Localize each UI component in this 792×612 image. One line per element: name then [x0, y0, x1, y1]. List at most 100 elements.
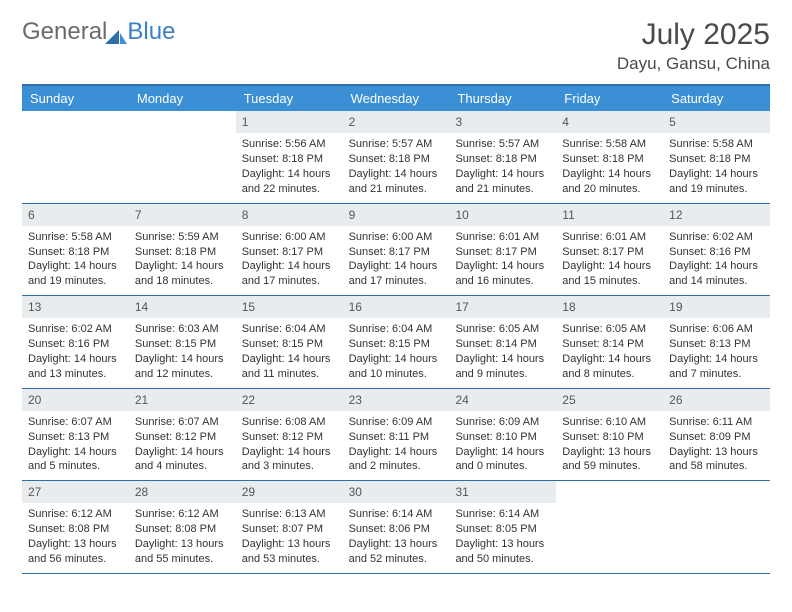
day-cell: 22Sunrise: 6:08 AMSunset: 8:12 PMDayligh…: [236, 389, 343, 481]
day-content: Sunrise: 6:12 AMSunset: 8:08 PMDaylight:…: [22, 503, 129, 572]
daylight-text: Daylight: 14 hours and 16 minutes.: [455, 259, 550, 289]
day-content: Sunrise: 6:00 AMSunset: 8:17 PMDaylight:…: [343, 226, 450, 295]
sunrise-text: Sunrise: 5:56 AM: [242, 137, 337, 152]
daylight-text: Daylight: 14 hours and 8 minutes.: [562, 352, 657, 382]
sunset-text: Sunset: 8:18 PM: [242, 152, 337, 167]
sunset-text: Sunset: 8:15 PM: [135, 337, 230, 352]
sunrise-text: Sunrise: 6:13 AM: [242, 507, 337, 522]
day-cell: 12Sunrise: 6:02 AMSunset: 8:16 PMDayligh…: [663, 204, 770, 296]
day-cell: 28Sunrise: 6:12 AMSunset: 8:08 PMDayligh…: [129, 481, 236, 573]
sunset-text: Sunset: 8:18 PM: [28, 245, 123, 260]
daylight-text: Daylight: 13 hours and 53 minutes.: [242, 537, 337, 567]
sunrise-text: Sunrise: 6:11 AM: [669, 415, 764, 430]
day-content: Sunrise: 6:07 AMSunset: 8:12 PMDaylight:…: [129, 411, 236, 480]
daylight-text: Daylight: 14 hours and 9 minutes.: [455, 352, 550, 382]
day-cell: 13Sunrise: 6:02 AMSunset: 8:16 PMDayligh…: [22, 296, 129, 388]
sunrise-text: Sunrise: 5:57 AM: [349, 137, 444, 152]
day-cell: 29Sunrise: 6:13 AMSunset: 8:07 PMDayligh…: [236, 481, 343, 573]
day-number: 13: [22, 296, 129, 318]
sunrise-text: Sunrise: 6:05 AM: [455, 322, 550, 337]
day-number: 27: [22, 481, 129, 503]
day-number: 10: [449, 204, 556, 226]
day-content: Sunrise: 5:59 AMSunset: 8:18 PMDaylight:…: [129, 226, 236, 295]
day-number: 20: [22, 389, 129, 411]
day-content: Sunrise: 6:02 AMSunset: 8:16 PMDaylight:…: [22, 318, 129, 387]
day-cell: 19Sunrise: 6:06 AMSunset: 8:13 PMDayligh…: [663, 296, 770, 388]
daylight-text: Daylight: 14 hours and 5 minutes.: [28, 445, 123, 475]
location-label: Dayu, Gansu, China: [617, 54, 770, 74]
day-cell: 15Sunrise: 6:04 AMSunset: 8:15 PMDayligh…: [236, 296, 343, 388]
day-content: Sunrise: 6:10 AMSunset: 8:10 PMDaylight:…: [556, 411, 663, 480]
sunset-text: Sunset: 8:15 PM: [242, 337, 337, 352]
day-cell: 17Sunrise: 6:05 AMSunset: 8:14 PMDayligh…: [449, 296, 556, 388]
daylight-text: Daylight: 14 hours and 17 minutes.: [349, 259, 444, 289]
day-number: 14: [129, 296, 236, 318]
day-number: 7: [129, 204, 236, 226]
day-header-wed: Wednesday: [343, 86, 450, 111]
day-cell: 9Sunrise: 6:00 AMSunset: 8:17 PMDaylight…: [343, 204, 450, 296]
daylight-text: Daylight: 14 hours and 4 minutes.: [135, 445, 230, 475]
daylight-text: Daylight: 14 hours and 12 minutes.: [135, 352, 230, 382]
day-cell: 7Sunrise: 5:59 AMSunset: 8:18 PMDaylight…: [129, 204, 236, 296]
daylight-text: Daylight: 14 hours and 13 minutes.: [28, 352, 123, 382]
day-content: Sunrise: 6:12 AMSunset: 8:08 PMDaylight:…: [129, 503, 236, 572]
sunrise-text: Sunrise: 6:14 AM: [455, 507, 550, 522]
sunrise-text: Sunrise: 6:07 AM: [28, 415, 123, 430]
sunset-text: Sunset: 8:12 PM: [135, 430, 230, 445]
daylight-text: Daylight: 14 hours and 15 minutes.: [562, 259, 657, 289]
daylight-text: Daylight: 14 hours and 18 minutes.: [135, 259, 230, 289]
day-cell: 23Sunrise: 6:09 AMSunset: 8:11 PMDayligh…: [343, 389, 450, 481]
daylight-text: Daylight: 14 hours and 19 minutes.: [28, 259, 123, 289]
day-content: Sunrise: 6:00 AMSunset: 8:17 PMDaylight:…: [236, 226, 343, 295]
day-number: 5: [663, 111, 770, 133]
daylight-text: Daylight: 14 hours and 19 minutes.: [669, 167, 764, 197]
day-cell: 18Sunrise: 6:05 AMSunset: 8:14 PMDayligh…: [556, 296, 663, 388]
calendar: Sunday Monday Tuesday Wednesday Thursday…: [22, 84, 770, 574]
day-cell: 11Sunrise: 6:01 AMSunset: 8:17 PMDayligh…: [556, 204, 663, 296]
sunrise-text: Sunrise: 6:04 AM: [349, 322, 444, 337]
day-number: 24: [449, 389, 556, 411]
sunrise-text: Sunrise: 6:00 AM: [349, 230, 444, 245]
daylight-text: Daylight: 13 hours and 52 minutes.: [349, 537, 444, 567]
sunset-text: Sunset: 8:17 PM: [349, 245, 444, 260]
day-cell: 30Sunrise: 6:14 AMSunset: 8:06 PMDayligh…: [343, 481, 450, 573]
sunset-text: Sunset: 8:13 PM: [28, 430, 123, 445]
daylight-text: Daylight: 13 hours and 59 minutes.: [562, 445, 657, 475]
day-cell: [556, 481, 663, 573]
sunrise-text: Sunrise: 6:02 AM: [669, 230, 764, 245]
day-number: 23: [343, 389, 450, 411]
week-row: 6Sunrise: 5:58 AMSunset: 8:18 PMDaylight…: [22, 204, 770, 297]
day-content: Sunrise: 5:57 AMSunset: 8:18 PMDaylight:…: [449, 133, 556, 202]
day-number: 6: [22, 204, 129, 226]
day-cell: 2Sunrise: 5:57 AMSunset: 8:18 PMDaylight…: [343, 111, 450, 203]
sunrise-text: Sunrise: 6:12 AM: [28, 507, 123, 522]
sunset-text: Sunset: 8:18 PM: [135, 245, 230, 260]
sunrise-text: Sunrise: 6:03 AM: [135, 322, 230, 337]
day-cell: 14 Sunrise: 6:03 AMSunset: 8:15 PMDayligh…: [129, 296, 236, 388]
sunset-text: Sunset: 8:18 PM: [562, 152, 657, 167]
page-header: General Blue July 2025 Dayu, Gansu, Chin…: [22, 18, 770, 74]
day-cell: 4Sunrise: 5:58 AMSunset: 8:18 PMDaylight…: [556, 111, 663, 203]
sunrise-text: Sunrise: 6:09 AM: [349, 415, 444, 430]
day-number: 15: [236, 296, 343, 318]
day-number: 18: [556, 296, 663, 318]
logo: General Blue: [22, 18, 175, 46]
day-number: 2: [343, 111, 450, 133]
day-content: Sunrise: 6:14 AMSunset: 8:06 PMDaylight:…: [343, 503, 450, 572]
day-number: 30: [343, 481, 450, 503]
weeks-container: 1Sunrise: 5:56 AMSunset: 8:18 PMDaylight…: [22, 111, 770, 574]
sunset-text: Sunset: 8:10 PM: [562, 430, 657, 445]
day-content: Sunrise: 6:04 AMSunset: 8:15 PMDaylight:…: [343, 318, 450, 387]
sunset-text: Sunset: 8:06 PM: [349, 522, 444, 537]
daylight-text: Daylight: 13 hours and 55 minutes.: [135, 537, 230, 567]
sunrise-text: Sunrise: 6:08 AM: [242, 415, 337, 430]
day-content: Sunrise: 6:07 AMSunset: 8:13 PMDaylight:…: [22, 411, 129, 480]
sunset-text: Sunset: 8:12 PM: [242, 430, 337, 445]
sunset-text: Sunset: 8:17 PM: [455, 245, 550, 260]
sunset-text: Sunset: 8:14 PM: [455, 337, 550, 352]
day-content: Sunrise: 6:04 AMSunset: 8:15 PMDaylight:…: [236, 318, 343, 387]
month-title: July 2025: [617, 18, 770, 52]
sunrise-text: Sunrise: 6:07 AM: [135, 415, 230, 430]
sunset-text: Sunset: 8:05 PM: [455, 522, 550, 537]
daylight-text: Daylight: 14 hours and 10 minutes.: [349, 352, 444, 382]
